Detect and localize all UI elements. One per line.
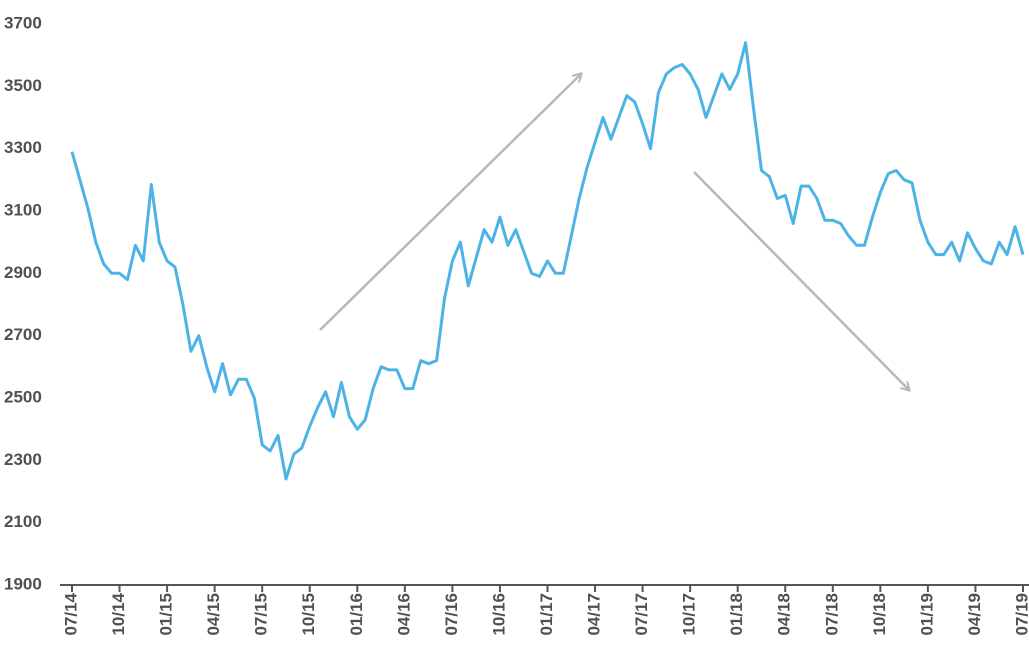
x-tick-label: 01/17 [537,593,556,636]
trend-arrow-down [693,171,909,390]
x-tick-label: 01/15 [157,593,176,636]
y-tick-label: 3300 [4,138,42,157]
x-tick-label: 04/18 [775,593,794,636]
y-tick-label: 2100 [4,512,42,531]
y-tick-label: 2300 [4,450,42,469]
x-tick-label: 01/18 [727,593,746,636]
x-tick-label: 07/16 [442,593,461,636]
x-tick-label: 10/14 [109,592,128,635]
y-tick-label: 2700 [4,325,42,344]
x-tick-label: 10/17 [680,593,699,636]
x-tick-label: 07/18 [822,593,841,636]
x-tick-label: 04/16 [394,593,413,636]
data-line [70,41,1025,481]
x-tick-label: 04/19 [965,593,984,636]
x-tick-label: 10/16 [489,593,508,636]
y-tick-label: 2500 [4,387,42,406]
x-tick-label: 04/15 [204,593,223,636]
x-tick-label: 07/14 [61,592,80,635]
x-tick-label: 07/15 [252,593,271,636]
y-tick-label: 3500 [4,76,42,95]
x-tick-label: 01/19 [917,593,936,636]
x-tick-label: 10/18 [870,593,889,636]
x-tick-label: 07/17 [632,593,651,636]
y-tick-label: 1900 [4,574,42,593]
y-tick-label: 2900 [4,263,42,282]
x-tick-label: 04/17 [585,593,604,636]
y-tick-label: 3700 [4,13,42,32]
x-tick-label: 01/16 [347,593,366,636]
y-tick-label: 3100 [4,200,42,219]
x-tick-label: 10/15 [299,593,318,636]
trend-arrow-up [319,74,581,331]
x-tick-label: 07/19 [1012,593,1029,636]
